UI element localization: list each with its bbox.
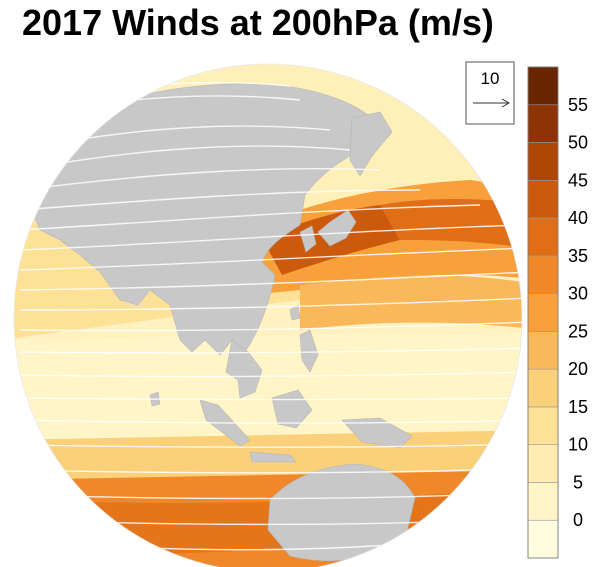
globe-outline (13, 63, 523, 567)
colorbar-swatch (527, 482, 559, 521)
land-asia (29, 83, 373, 356)
vector-streak (19, 467, 522, 474)
land-philippines (299, 329, 319, 373)
colorbar-swatch (527, 217, 559, 257)
reference-vector-box (465, 61, 515, 125)
colorbar-swatch (527, 66, 559, 106)
land-masses (29, 83, 416, 562)
colorbar-tick-label: 10 (568, 435, 588, 455)
colorbar-swatch (527, 180, 559, 219)
colorbar-tick-label: 50 (568, 133, 588, 153)
land-java (249, 451, 297, 463)
colorbar-tick-label: 15 (568, 397, 588, 417)
vector-streak (19, 321, 522, 332)
colorbar-swatch (527, 406, 559, 445)
colorbar-swatch (527, 331, 559, 370)
land-indochina (225, 339, 263, 399)
globe (14, 64, 522, 567)
colorbar-tick-label: 20 (568, 359, 588, 379)
vector-streak (19, 347, 522, 354)
vector-streak (19, 371, 522, 378)
colorbar-swatch (527, 104, 559, 143)
colorbar-swatch (527, 368, 559, 408)
reference-vector-label: 10 (481, 69, 500, 88)
colorbar-swatch (527, 293, 559, 332)
vector-streak (19, 204, 481, 231)
colorbar-swatch (527, 444, 559, 483)
shading-tropics-pale (14, 330, 522, 450)
colorbar-swatch (527, 255, 559, 294)
land-japan (317, 209, 357, 247)
colorbar-frame (527, 66, 559, 559)
land-korea (299, 225, 317, 253)
vector-streak (19, 271, 522, 291)
colorbar: 0 5 10 15 20 25 30 35 40 45 50 55 (527, 66, 588, 559)
colorbar-tick-label: 55 (568, 95, 588, 115)
colorbar-tick-label: 40 (568, 208, 588, 228)
vector-streak (19, 297, 522, 311)
land-kamchatka (349, 111, 393, 177)
reference-vector: 10 (465, 61, 515, 125)
colorbar-tick-label: 35 (568, 246, 588, 266)
chart-title: 2017 Winds at 200hPa (m/s) (22, 2, 494, 43)
vector-streak (19, 224, 521, 251)
vector-streak (19, 397, 522, 401)
vector-streak (19, 168, 381, 191)
vector-streak (19, 189, 421, 211)
reference-vector-arrowhead (501, 98, 511, 108)
colorbar-tick-label: 25 (568, 321, 588, 341)
vector-streak (19, 247, 522, 271)
vector-streak (19, 443, 522, 448)
colorbar-swatch (527, 519, 559, 559)
colorbar-tick-label: 30 (568, 284, 588, 304)
colorbar-tick-label: 45 (568, 170, 588, 190)
colorbar-tick-label: 5 (573, 472, 583, 492)
colorbar-tick-label: 0 (573, 510, 583, 530)
colorbar-swatch (527, 142, 559, 181)
land-new-guinea (341, 417, 413, 449)
vector-streak (19, 419, 522, 424)
